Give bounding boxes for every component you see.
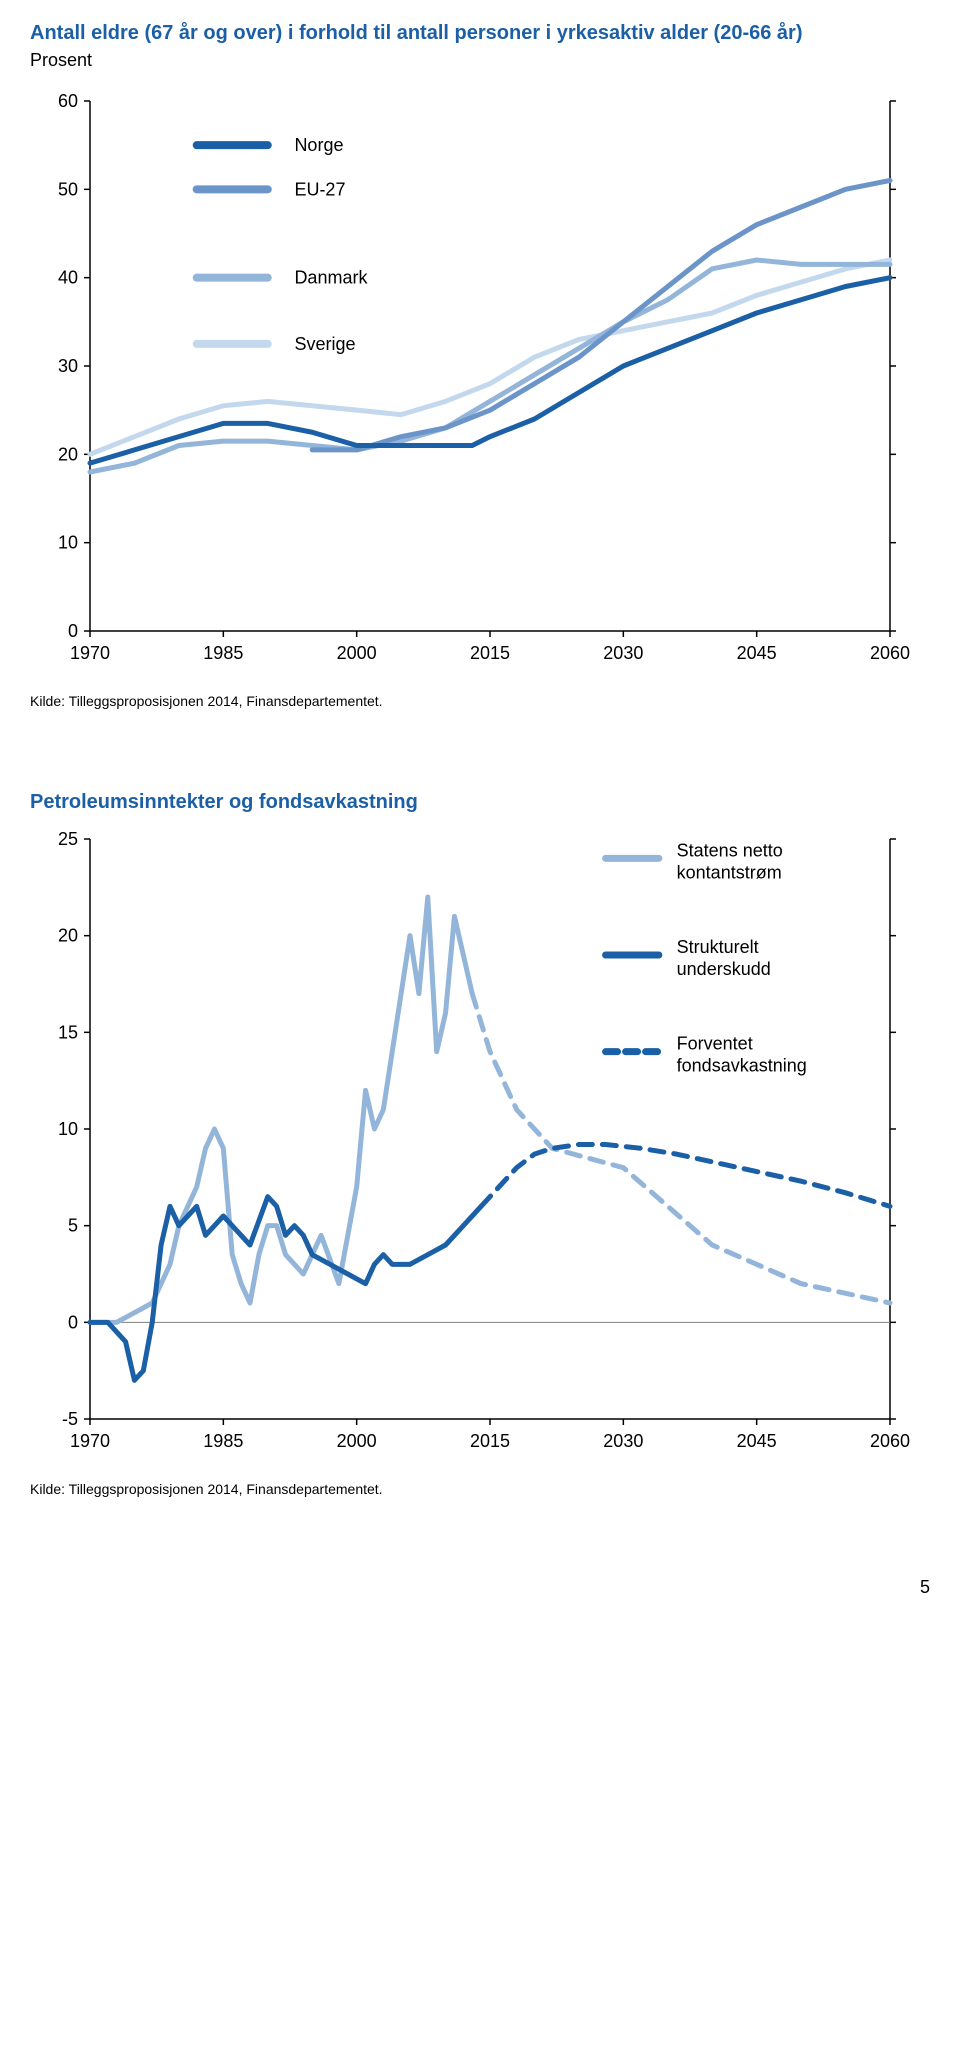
svg-text:50: 50 xyxy=(58,179,78,199)
chart2-title: Petroleumsinntekter og fondsavkastning xyxy=(30,789,930,815)
svg-text:0: 0 xyxy=(68,621,78,641)
svg-text:10: 10 xyxy=(58,1119,78,1139)
svg-text:2030: 2030 xyxy=(603,643,643,663)
chart1-subtitle: Prosent xyxy=(30,50,930,71)
svg-text:Danmark: Danmark xyxy=(294,268,368,288)
svg-text:10: 10 xyxy=(58,533,78,553)
svg-text:30: 30 xyxy=(58,356,78,376)
svg-text:Strukturelt: Strukturelt xyxy=(677,937,759,957)
svg-text:Forventet: Forventet xyxy=(677,1034,753,1054)
svg-text:2045: 2045 xyxy=(737,1431,777,1451)
svg-text:2000: 2000 xyxy=(337,1431,377,1451)
svg-text:20: 20 xyxy=(58,444,78,464)
svg-text:0: 0 xyxy=(68,1312,78,1332)
svg-text:1985: 1985 xyxy=(203,643,243,663)
svg-text:2015: 2015 xyxy=(470,643,510,663)
svg-text:40: 40 xyxy=(58,268,78,288)
svg-text:60: 60 xyxy=(58,91,78,111)
svg-text:2060: 2060 xyxy=(870,1431,910,1451)
chart2-svg: -5 0 5 10 15 20 25 1970 1985 2000 2015 2030 2045 2060… xyxy=(30,819,910,1469)
svg-text:2045: 2045 xyxy=(737,643,777,663)
svg-text:1970: 1970 xyxy=(70,643,110,663)
svg-text:Norge: Norge xyxy=(294,135,343,155)
svg-text:-5: -5 xyxy=(62,1409,78,1429)
svg-text:25: 25 xyxy=(58,829,78,849)
chart1-block: Antall eldre (67 år og over) i forhold t… xyxy=(30,20,930,709)
svg-text:Sverige: Sverige xyxy=(294,334,355,354)
svg-text:20: 20 xyxy=(58,926,78,946)
svg-text:15: 15 xyxy=(58,1022,78,1042)
svg-text:1970: 1970 xyxy=(70,1431,110,1451)
chart2-block: Petroleumsinntekter og fondsavkastning -… xyxy=(30,789,930,1497)
svg-text:underskudd: underskudd xyxy=(677,959,771,979)
chart2-source: Kilde: Tilleggsproposisjonen 2014, Finan… xyxy=(30,1481,930,1497)
svg-text:2060: 2060 xyxy=(870,643,910,663)
svg-text:fondsavkastning: fondsavkastning xyxy=(677,1056,807,1076)
svg-text:1985: 1985 xyxy=(203,1431,243,1451)
svg-text:2030: 2030 xyxy=(603,1431,643,1451)
svg-text:EU-27: EU-27 xyxy=(294,179,345,199)
svg-text:kontantstrøm: kontantstrøm xyxy=(677,862,782,882)
chart1-source: Kilde: Tilleggsproposisjonen 2014, Finan… xyxy=(30,693,930,709)
page-number: 5 xyxy=(30,1577,930,1598)
svg-text:2000: 2000 xyxy=(337,643,377,663)
chart1-svg: 0102030405060197019852000201520302045206… xyxy=(30,81,910,681)
svg-text:5: 5 xyxy=(68,1216,78,1236)
svg-text:Statens netto: Statens netto xyxy=(677,840,783,860)
svg-text:2015: 2015 xyxy=(470,1431,510,1451)
chart1-title: Antall eldre (67 år og over) i forhold t… xyxy=(30,20,930,46)
